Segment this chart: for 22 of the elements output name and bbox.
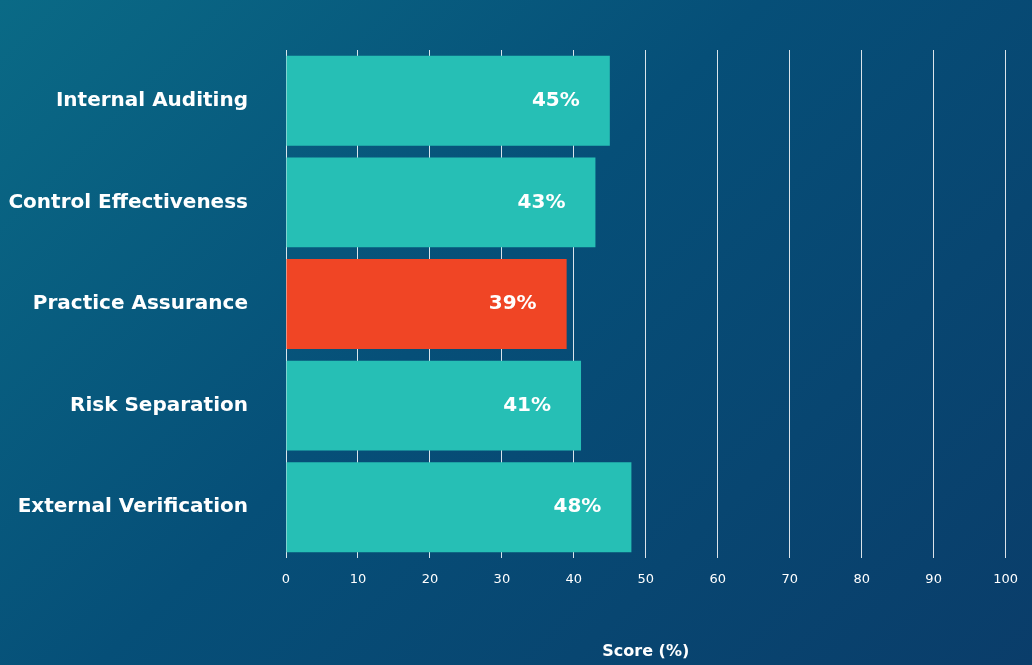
y-tick-label: Internal Auditing [55,87,248,111]
data-label: 48% [553,493,602,518]
x-tick-label: 0 [281,571,291,587]
data-label: 39% [488,290,537,315]
data-label: 41% [503,391,552,416]
x-tick-label: 20 [421,571,439,587]
x-tick-label: 70 [781,571,798,587]
y-tick-label: Control Effectiveness [8,188,248,213]
y-tick-label: External Verification [17,493,248,518]
data-label: 45% [531,87,580,111]
x-tick-label: 30 [493,571,511,587]
x-tick-label: 50 [637,571,655,587]
y-tick-label: Practice Assurance [32,290,248,315]
x-axis-title: Score (%) [602,640,690,660]
x-tick-label: 80 [853,571,870,587]
x-tick-label: 90 [925,571,942,587]
x-tick-label: 60 [709,571,727,587]
data-label: 43% [517,188,566,213]
x-tick-label: 40 [565,571,583,587]
x-tick-label: 10 [349,571,367,587]
y-tick-label: Risk Separation [70,391,248,416]
x-tick-label: 100 [993,571,1019,587]
